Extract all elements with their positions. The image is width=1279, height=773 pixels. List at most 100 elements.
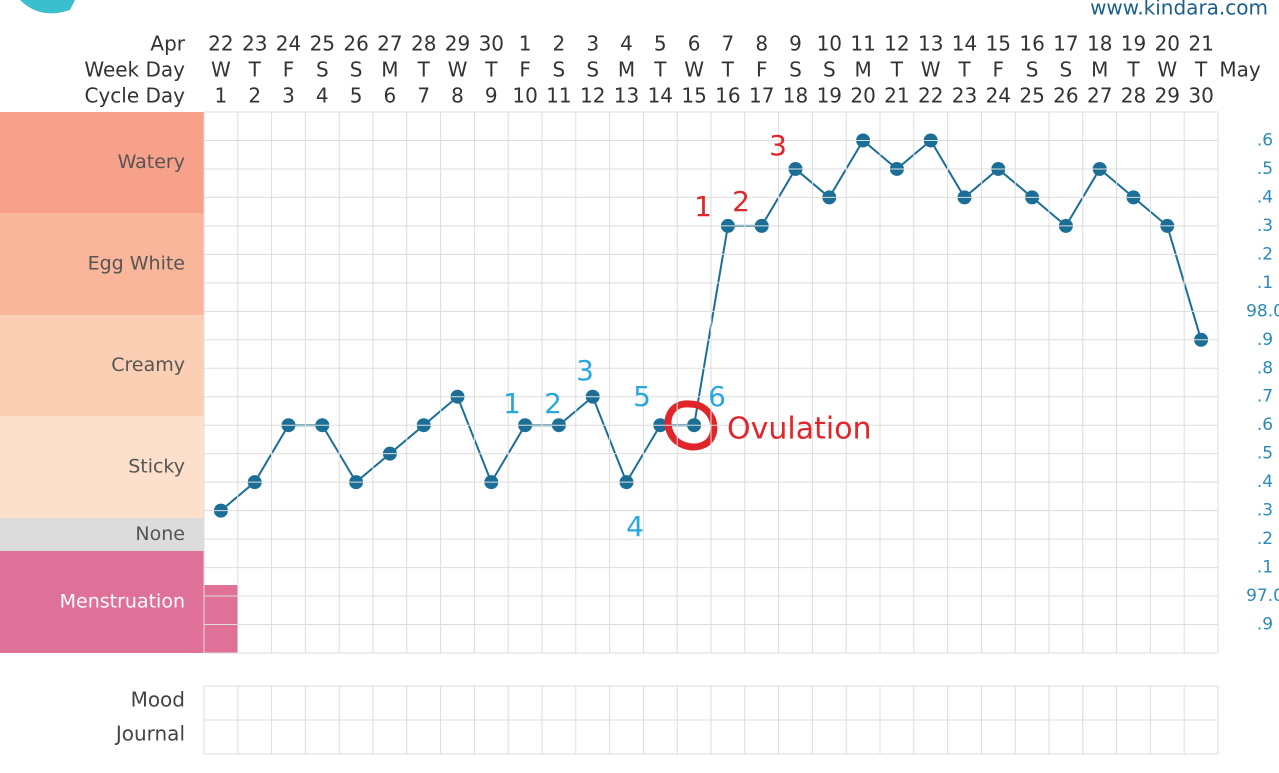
header-cell: 6: [688, 32, 701, 56]
header-cell: 2: [248, 84, 261, 108]
header-cell: F: [993, 58, 1005, 82]
header-cell: 23: [242, 32, 267, 56]
header-cell: 8: [451, 84, 464, 108]
fluid-label: Sticky: [128, 456, 185, 478]
y-tick-label: 98.0: [1246, 301, 1279, 321]
header-cell: 21: [1188, 32, 1213, 56]
header-cell: S: [350, 58, 363, 82]
header-cell: 18: [1087, 32, 1112, 56]
annotation: 2: [544, 387, 562, 420]
header-cell: F: [519, 58, 531, 82]
header-cell: M: [618, 58, 635, 82]
header-cell: 25: [310, 32, 335, 56]
fluid-band: [0, 112, 204, 213]
header-cell: S: [789, 58, 802, 82]
header-cell: 12: [580, 84, 605, 108]
header-cell: 1: [215, 84, 228, 108]
y-tick-label: .7: [1257, 387, 1273, 407]
header-cell: W: [684, 58, 704, 82]
y-tick-label: .9: [1257, 330, 1273, 350]
header-cell: F: [283, 58, 295, 82]
header-cell: S: [586, 58, 599, 82]
header-cell: T: [957, 58, 971, 82]
y-tick-label: .1: [1257, 558, 1273, 578]
header-cell: T: [1126, 58, 1140, 82]
header-cell: 30: [1188, 84, 1213, 108]
annotation: 6: [708, 380, 726, 413]
y-tick-label: .9: [1257, 615, 1273, 635]
header-cell: 16: [1019, 32, 1044, 56]
header-cell: T: [721, 58, 735, 82]
header-cell: 1: [519, 32, 532, 56]
month-label: Apr: [150, 32, 185, 56]
header-cell: S: [553, 58, 566, 82]
header-cell: 25: [1019, 84, 1044, 108]
header-cell: 14: [952, 32, 977, 56]
header-cell: T: [890, 58, 904, 82]
annotation: 1: [694, 190, 712, 223]
header-cell: F: [756, 58, 768, 82]
annotation: Ovulation: [727, 412, 872, 447]
header-cell: W: [211, 58, 231, 82]
header-cell: M: [381, 58, 398, 82]
header-cell: 12: [884, 32, 909, 56]
fluid-band: [0, 551, 204, 653]
header-cell: 18: [783, 84, 808, 108]
y-tick-label: .6: [1257, 130, 1273, 150]
fluid-band: [0, 213, 204, 315]
header-cell: 5: [654, 32, 667, 56]
header-cell: 20: [1155, 32, 1180, 56]
header-cell: 7: [417, 84, 430, 108]
header-cell: 26: [1053, 84, 1078, 108]
y-tick-label: .5: [1257, 159, 1273, 179]
row-label: Journal: [114, 722, 185, 746]
header-cell: W: [448, 58, 468, 82]
y-tick-label: .1: [1257, 273, 1273, 293]
header-cell: 27: [377, 32, 402, 56]
header-cell: 7: [722, 32, 735, 56]
row-label: Cycle Day: [84, 84, 185, 108]
header-cell: 8: [755, 32, 768, 56]
y-tick-label: .2: [1257, 244, 1273, 264]
header-cell: 21: [884, 84, 909, 108]
header-cell: M: [1091, 58, 1108, 82]
header-cell: 14: [648, 84, 673, 108]
header-cell: 4: [316, 84, 329, 108]
month-label: May: [1219, 58, 1261, 82]
y-tick-label: .5: [1257, 444, 1273, 464]
header-cell: 24: [276, 32, 301, 56]
header-cell: T: [417, 58, 431, 82]
annotation: 3: [576, 354, 594, 387]
menstruation-mark: [204, 585, 238, 653]
fluid-label: Menstruation: [60, 591, 185, 613]
header-cell: 6: [384, 84, 397, 108]
fluid-label: Egg White: [88, 253, 185, 275]
header-cell: 4: [620, 32, 633, 56]
annotation: 3: [769, 129, 787, 162]
row-label: Mood: [131, 688, 185, 712]
header-cell: 15: [681, 84, 706, 108]
header-cell: 28: [411, 32, 436, 56]
fluid-label: Creamy: [111, 354, 185, 376]
header-cell: M: [854, 58, 871, 82]
header-cell: 26: [343, 32, 368, 56]
header-cell: 16: [715, 84, 740, 108]
header-cell: 20: [850, 84, 875, 108]
fluid-label: None: [135, 523, 185, 545]
header-cell: 22: [918, 84, 943, 108]
header-cell: 24: [986, 84, 1011, 108]
row-label: Week Day: [84, 58, 185, 82]
header-cell: 27: [1087, 84, 1112, 108]
header-cell: 15: [986, 32, 1011, 56]
y-tick-label: 97.0: [1246, 586, 1279, 606]
header-cell: 13: [614, 84, 639, 108]
header-cell: 22: [208, 32, 233, 56]
header-cell: T: [248, 58, 262, 82]
header-cell: S: [823, 58, 836, 82]
logo: [20, 0, 75, 14]
header-cell: T: [653, 58, 667, 82]
header-cell: 9: [485, 84, 498, 108]
header-cell: 28: [1121, 84, 1146, 108]
header-cell: 19: [817, 84, 842, 108]
